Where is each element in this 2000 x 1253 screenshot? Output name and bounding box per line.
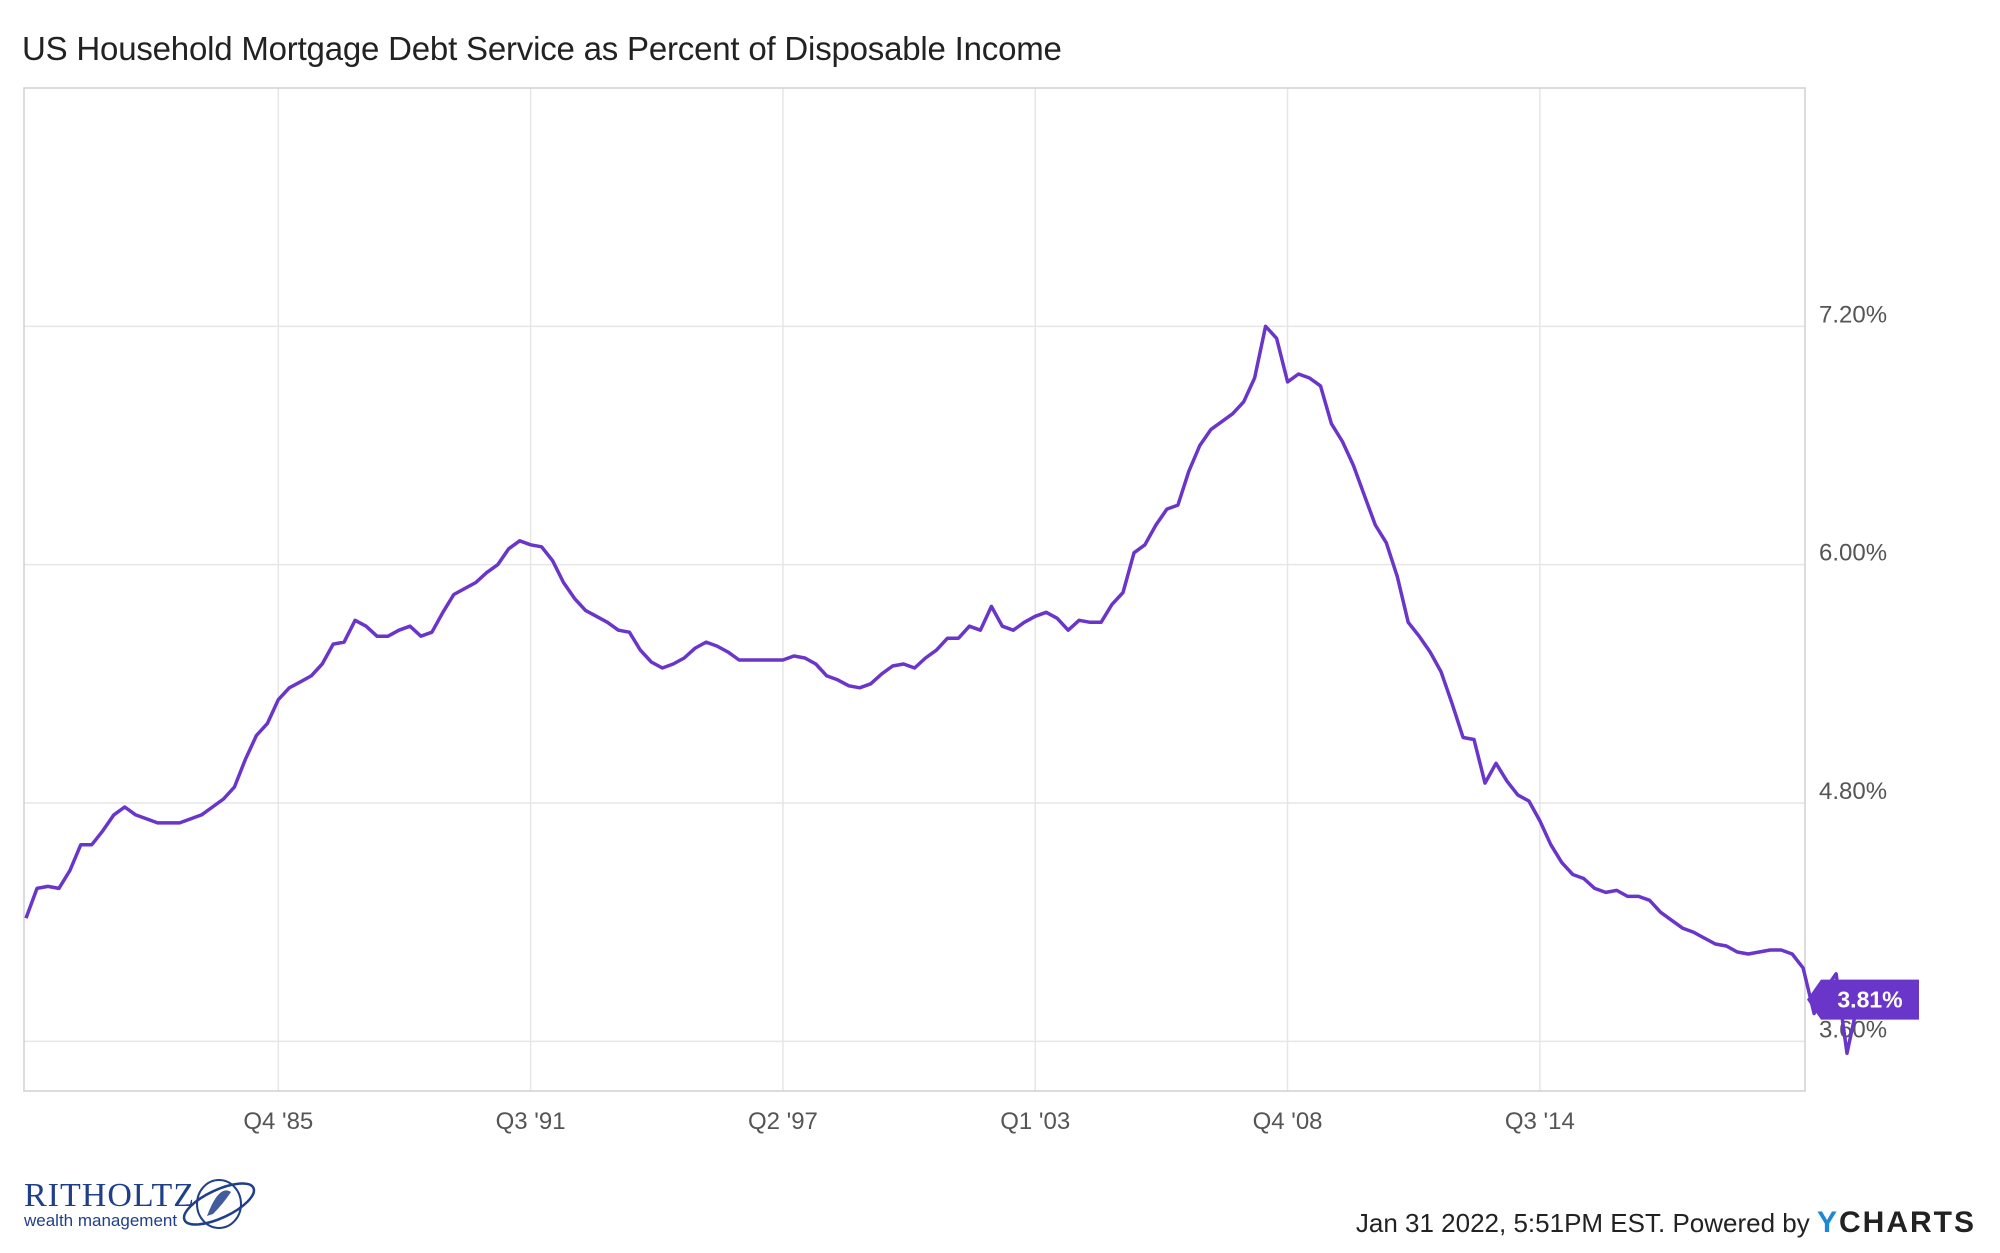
ycharts-logo-mark: Y — [1816, 1206, 1839, 1239]
chart-title: US Household Mortgage Debt Service as Pe… — [22, 30, 1062, 67]
last-value-badge-shape — [1807, 979, 1919, 1020]
ycharts-logo-text: CHARTS — [1839, 1206, 1976, 1239]
x-tick-label: Q2 '97 — [748, 1108, 818, 1135]
y-axis: 3.60%4.80%6.00%7.20% — [1819, 301, 1887, 1043]
logo-tagline: wealth management — [24, 1211, 178, 1230]
grid — [24, 88, 1805, 1091]
y-tick-label: 4.80% — [1819, 778, 1887, 805]
x-axis: Q4 '85 Q3 '91 Q2 '97 Q1 '03 Q4 '08 Q3 '14 — [243, 1108, 1575, 1135]
x-tick-label: Q3 '91 — [496, 1108, 566, 1135]
x-tick-label: Q4 '85 — [243, 1108, 313, 1135]
powered-by-label: Powered by — [1672, 1208, 1810, 1238]
x-tick-label: Q3 '14 — [1505, 1108, 1575, 1135]
plot-frame — [23, 87, 1806, 1092]
ritholtz-logo: RITHOLTZ wealth management — [24, 1177, 256, 1230]
last-value-label: 3.81% — [1837, 987, 1902, 1013]
x-tick-label: Q1 '03 — [1000, 1108, 1070, 1135]
ycharts-logo[interactable]: YCHARTS — [1817, 1206, 1976, 1239]
logo-name: RITHOLTZ — [24, 1177, 196, 1214]
x-tick-label: Q4 '08 — [1253, 1108, 1323, 1135]
timestamp: Jan 31 2022, 5:51PM EST. — [1355, 1208, 1666, 1238]
last-value-badge: 3.81% — [1807, 979, 1919, 1020]
series-line — [24, 324, 1870, 1056]
y-tick-label: 6.00% — [1819, 540, 1887, 567]
chart-footer: Jan 31 2022, 5:51PM EST. Powered by YCHA… — [1356, 1206, 1976, 1240]
logo-emblem-icon — [182, 1179, 256, 1229]
y-tick-label: 7.20% — [1819, 301, 1887, 328]
